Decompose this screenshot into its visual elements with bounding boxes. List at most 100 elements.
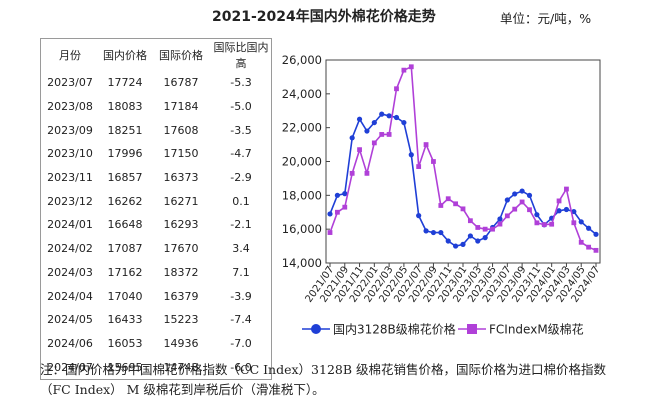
data-point-international: [593, 247, 599, 253]
data-point-domestic: [379, 111, 385, 117]
table-row: 2023/10 17996 17150 -4.7: [41, 142, 271, 166]
cell-domestic-price: 16857: [107, 171, 143, 185]
table-row: 2023/09 18251 17608 -3.5: [41, 118, 271, 142]
cell-diff-percent: 3.4: [232, 242, 250, 256]
data-point-international: [438, 203, 444, 208]
cell-domestic-price: 16433: [107, 313, 143, 327]
cell-domestic-price: 17724: [107, 76, 143, 90]
cell-diff-percent: -5.3: [230, 76, 252, 90]
data-point-domestic: [416, 213, 422, 219]
table-row: 2023/11 16857 16373 -2.9: [41, 166, 271, 190]
table-row: 2024/07 15695 14748 -6.0: [41, 355, 271, 379]
data-point-international: [549, 221, 555, 227]
table-row: 2024/01 16648 16293 -2.1: [41, 213, 271, 237]
cell-month: 2024/06: [47, 336, 93, 350]
cell-international-price: 16293: [163, 218, 199, 232]
cell-month: 2024/05: [47, 313, 93, 327]
cell-international-price: 16787: [163, 76, 199, 90]
cell-international-price: 14748: [163, 360, 199, 374]
data-point-domestic: [408, 152, 414, 158]
price-table: 月份 国内价格 国际价格 国际比国内高 2023/07 17724 16787 -5.…: [40, 38, 272, 380]
series-line-1: [329, 113, 597, 247]
data-point-international: [431, 159, 436, 164]
table-row: 2024/06 16053 14936 -7.0: [41, 332, 271, 356]
cell-international-price: 17150: [163, 147, 199, 161]
data-point-domestic: [430, 229, 437, 236]
cell-international-price: 17608: [163, 123, 199, 137]
data-point-domestic: [578, 219, 584, 225]
data-point-domestic: [349, 135, 355, 141]
legend-marker-domestic: [311, 324, 321, 334]
data-point-domestic: [504, 197, 510, 203]
cell-diff-percent: -4.7: [230, 147, 252, 161]
data-point-international: [445, 196, 451, 202]
data-point-domestic: [356, 116, 363, 122]
data-point-international: [497, 221, 503, 227]
data-point-domestic: [327, 211, 333, 217]
data-point-international: [342, 204, 348, 210]
data-point-international: [379, 132, 385, 137]
data-point-international: [334, 209, 340, 215]
data-point-domestic: [423, 228, 429, 234]
data-point-domestic: [475, 238, 481, 244]
cell-domestic-price: 16262: [107, 194, 143, 208]
cell-domestic-price: 17162: [107, 265, 143, 279]
legend-marker-international: [467, 324, 477, 334]
data-point-domestic: [393, 114, 400, 121]
cell-domestic-price: 18251: [107, 123, 143, 137]
cell-international-price: 16379: [163, 289, 199, 303]
data-point-domestic: [364, 128, 370, 134]
column-header-diff: 国际比国内高: [213, 41, 269, 70]
data-point-domestic: [593, 231, 599, 237]
data-point-international: [423, 142, 429, 147]
cell-month: 2024/02: [47, 242, 93, 256]
table-row: 2024/03 17162 18372 7.1: [41, 261, 271, 285]
cell-international-price: 17184: [163, 100, 199, 114]
table-row: 2023/07 17724 16787 -5.3: [41, 71, 271, 95]
cell-diff-percent: -2.9: [230, 171, 252, 185]
cell-diff-percent: -3.5: [230, 123, 252, 137]
table-row: 2024/04 17040 16379 -3.9: [41, 284, 271, 308]
column-header-month: 月份: [59, 49, 81, 62]
cell-international-price: 18372: [163, 265, 199, 279]
cell-diff-percent: -7.4: [230, 313, 252, 327]
table-row: 2024/05 16433 15223 -7.4: [41, 308, 271, 332]
table-body: 2023/07 17724 16787 -5.3 2023/08 18083 17184 -5…: [41, 71, 271, 379]
y-tick-label: 22,000: [282, 121, 322, 135]
data-point-international: [349, 170, 355, 176]
cell-diff-percent: -3.9: [230, 289, 252, 303]
cell-month: 2023/11: [47, 171, 93, 185]
data-point-domestic: [519, 188, 525, 194]
cell-domestic-price: 17087: [107, 242, 143, 256]
data-point-domestic: [386, 113, 392, 119]
cell-international-price: 14936: [163, 336, 199, 350]
data-point-international: [475, 225, 481, 230]
data-point-international: [364, 170, 370, 176]
data-point-domestic: [586, 225, 592, 231]
cell-month: 2024/04: [47, 289, 93, 303]
data-point-international: [408, 64, 414, 70]
data-point-international: [578, 239, 584, 245]
cell-month: 2023/08: [47, 100, 93, 114]
data-point-domestic: [512, 191, 518, 197]
table-row: 2023/12 16262 16271 0.1: [41, 189, 271, 213]
unit-label: 单位：元/吨，%: [500, 11, 592, 26]
cell-diff-percent: 7.1: [232, 265, 250, 279]
table-row: 2024/02 17087 17670 3.4: [41, 237, 271, 261]
cell-international-price: 16271: [163, 194, 199, 208]
data-point-domestic: [438, 229, 444, 236]
price-line-chart: 14,000 16,000 18,000 20,000 22,000 24,000 26,0…: [282, 53, 603, 337]
data-point-international: [534, 220, 540, 226]
cell-diff-percent: -5.0: [230, 100, 252, 114]
cell-diff-percent: -7.0: [230, 336, 252, 350]
data-point-international: [416, 164, 422, 169]
cell-domestic-price: 16648: [107, 218, 143, 232]
cell-month: 2023/12: [47, 194, 93, 208]
table-row: 2023/08 18083 17184 -5.0: [41, 95, 271, 119]
plot-frame: [325, 59, 601, 264]
y-tick-label: 24,000: [282, 87, 322, 101]
data-point-domestic: [334, 192, 340, 198]
cell-domestic-price: 18083: [107, 100, 143, 114]
data-point-international: [357, 147, 362, 153]
cell-diff-percent: -2.1: [230, 218, 252, 232]
